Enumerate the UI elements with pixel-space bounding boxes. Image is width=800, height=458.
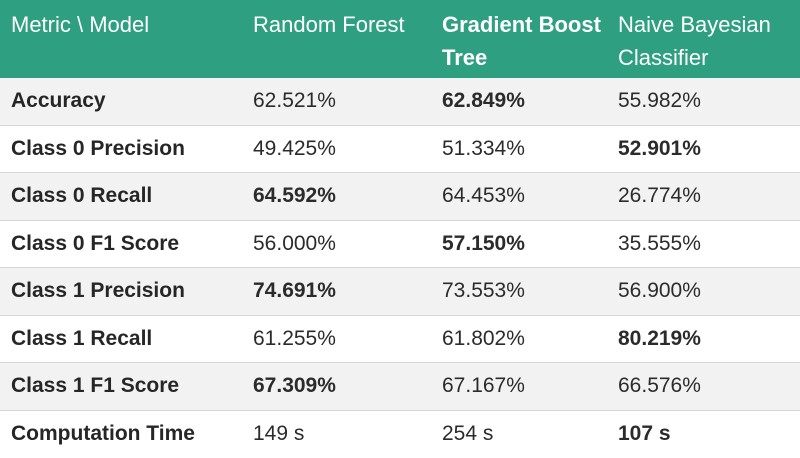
random-forest-value: 74.691%	[253, 279, 336, 303]
naive-bayesian-value: 35.555%	[618, 231, 701, 255]
metric-label: Class 1 Recall	[11, 326, 153, 350]
table-row: Class 1 Precision 74.691% 73.553% 56.900%	[0, 268, 800, 316]
metric-label: Accuracy	[11, 89, 106, 113]
metric-label: Class 0 F1 Score	[11, 231, 180, 255]
naive-bayesian-value: 107 s	[618, 422, 671, 446]
header-metric: Metric \ Model	[11, 12, 150, 37]
random-forest-value: 49.425%	[253, 136, 336, 160]
naive-bayesian-value: 80.219%	[618, 326, 701, 350]
random-forest-value: 61.255%	[253, 326, 336, 350]
table-row: Class 0 Recall 64.592% 64.453% 26.774%	[0, 173, 800, 221]
table-row: Class 1 Recall 61.255% 61.802% 80.219%	[0, 315, 800, 363]
gradient-boost-tree-value: 254 s	[442, 422, 494, 446]
metric-label: Class 1 Precision	[11, 279, 185, 303]
random-forest-value: 62.521%	[253, 89, 336, 113]
metric-label: Class 0 Recall	[11, 184, 153, 208]
random-forest-value: 67.309%	[253, 374, 336, 398]
random-forest-value: 56.000%	[253, 231, 336, 255]
naive-bayesian-value: 52.901%	[618, 136, 701, 160]
table-row: Accuracy 62.521% 62.849% 55.982%	[0, 78, 800, 126]
gradient-boost-tree-value: 51.334%	[442, 136, 525, 160]
table-body: Accuracy 62.521% 62.849% 55.982% Class 0 Pre…	[0, 78, 800, 458]
naive-bayesian-value: 26.774%	[618, 184, 701, 208]
metric-label: Computation Time	[11, 422, 195, 446]
table-row: Computation Time 149 s 254 s 107 s	[0, 410, 800, 458]
gradient-boost-tree-value: 62.849%	[442, 89, 525, 113]
gradient-boost-tree-value: 73.553%	[442, 279, 525, 303]
random-forest-value: 149 s	[253, 422, 305, 446]
gradient-boost-tree-value: 67.167%	[442, 374, 525, 398]
metric-label: Class 0 Precision	[11, 136, 185, 160]
table-row: Class 0 F1 Score 56.000% 57.150% 35.555%	[0, 220, 800, 268]
header-gradient-boost-tree: Gradient Boost Tree	[442, 12, 601, 70]
gradient-boost-tree-value: 61.802%	[442, 326, 525, 350]
header-random-forest: Random Forest	[253, 12, 405, 37]
table-row: Class 0 Precision 49.425% 51.334% 52.901%	[0, 125, 800, 173]
naive-bayesian-value: 66.576%	[618, 374, 701, 398]
gradient-boost-tree-value: 64.453%	[442, 184, 525, 208]
table-header: Metric \ Model Random Forest Gradient Bo…	[0, 0, 800, 78]
random-forest-value: 64.592%	[253, 184, 336, 208]
header-naive-bayesian: Naive Bayesian Classifier	[618, 12, 771, 70]
naive-bayesian-value: 55.982%	[618, 89, 701, 113]
table-row: Class 1 F1 Score 67.309% 67.167% 66.576%	[0, 363, 800, 411]
gradient-boost-tree-value: 57.150%	[442, 231, 525, 255]
naive-bayesian-value: 56.900%	[618, 279, 701, 303]
metric-label: Class 1 F1 Score	[11, 374, 180, 398]
